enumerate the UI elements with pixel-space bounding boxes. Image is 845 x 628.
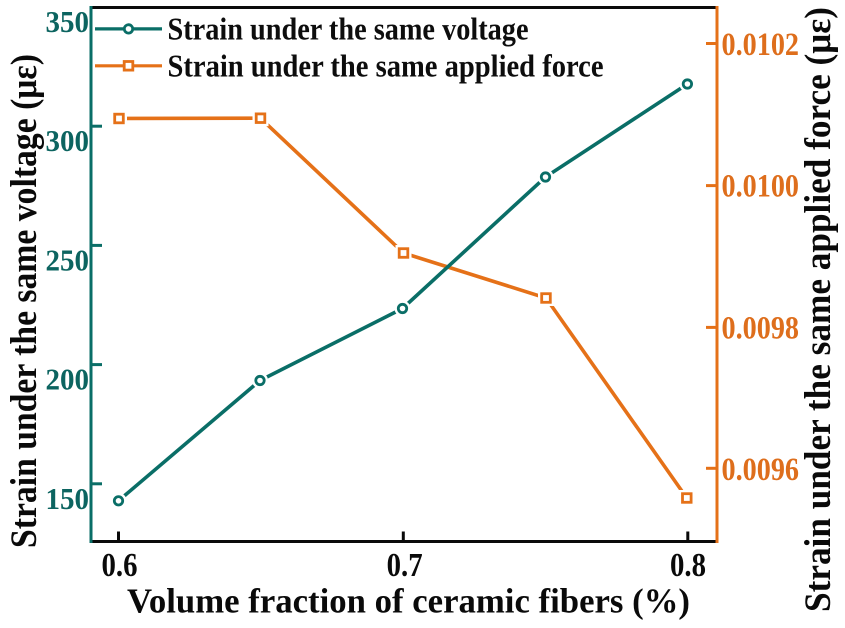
svg-text:0.6: 0.6: [102, 547, 138, 584]
svg-text:Strain under the same voltage: Strain under the same voltage: [168, 12, 529, 47]
svg-text:0.0096: 0.0096: [722, 452, 800, 488]
svg-text:350: 350: [46, 5, 90, 39]
svg-text:0.0100: 0.0100: [722, 169, 800, 205]
svg-text:Volume fraction of ceramic fib: Volume fraction of ceramic fibers (%): [127, 581, 690, 620]
svg-text:0.0098: 0.0098: [722, 310, 800, 346]
svg-text:250: 250: [46, 243, 90, 277]
svg-text:150: 150: [46, 482, 90, 516]
svg-text:0.0102: 0.0102: [722, 27, 800, 63]
svg-text:0.7: 0.7: [387, 547, 423, 584]
svg-text:Strain under the same applied: Strain under the same applied force (με): [798, 7, 839, 612]
svg-text:300: 300: [46, 124, 90, 158]
svg-text:Strain under the same voltage: Strain under the same voltage (με): [4, 54, 45, 548]
svg-text:200: 200: [46, 363, 90, 397]
svg-text:Strain under the same applied: Strain under the same applied force: [168, 49, 604, 84]
svg-text:0.8: 0.8: [670, 547, 706, 584]
